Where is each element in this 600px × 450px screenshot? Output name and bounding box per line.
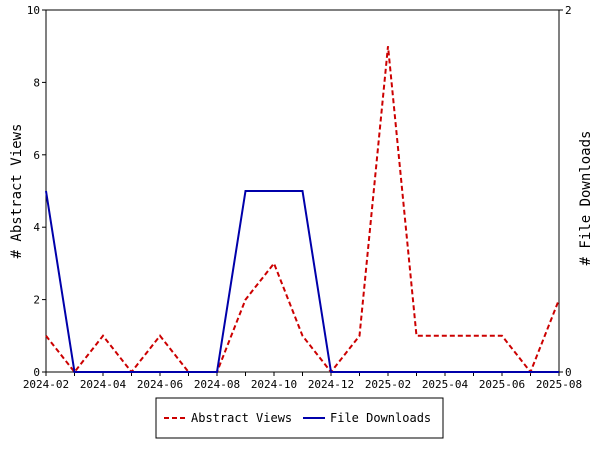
x-tick-label: 2025-04 <box>422 378 469 391</box>
x-tick-label: 2024-12 <box>308 378 354 391</box>
y-tick-label: 4 <box>33 221 40 234</box>
legend-label-file-downloads: File Downloads <box>330 411 431 425</box>
legend-box <box>155 397 444 439</box>
y-tick-label: 6 <box>33 149 40 162</box>
left-axis-ticks: 0 2 4 6 8 10 <box>27 4 46 379</box>
series-layer <box>45 46 560 374</box>
right-axis-ticks: 02 <box>559 4 572 379</box>
y2-axis-title: # File Downloads <box>578 131 594 266</box>
y-tick-label: 0 <box>33 366 40 379</box>
legend: Abstract Views File Downloads <box>155 397 444 439</box>
y-axis-title: # Abstract Views <box>9 124 25 259</box>
y-tick-label: 2 <box>33 294 40 307</box>
x-tick-label: 2024-10 <box>251 378 297 391</box>
legend-label-abstract-views: Abstract Views <box>191 411 292 425</box>
x-tick-label: 2025-06 <box>479 378 525 391</box>
y2-tick-label: 0 <box>565 366 572 379</box>
series-line-file-downloads <box>45 190 559 373</box>
x-tick-label: 2024-04 <box>80 378 127 391</box>
x-tick-label: 2024-08 <box>194 378 240 391</box>
x-tick-label: 2025-02 <box>365 378 411 391</box>
x-tick-label: 2024-02 <box>23 378 69 391</box>
y-tick-label: 8 <box>33 76 40 89</box>
x-tick-label: 2024-06 <box>137 378 183 391</box>
x-axis-ticks: 2024-02 2024-04 2024-06 2024-08 2024-10 2024-… <box>23 372 582 391</box>
x-tick-label: 2025-08 <box>536 378 582 391</box>
y2-tick-label: 2 <box>565 4 572 17</box>
y-tick-label: 10 <box>27 4 40 17</box>
